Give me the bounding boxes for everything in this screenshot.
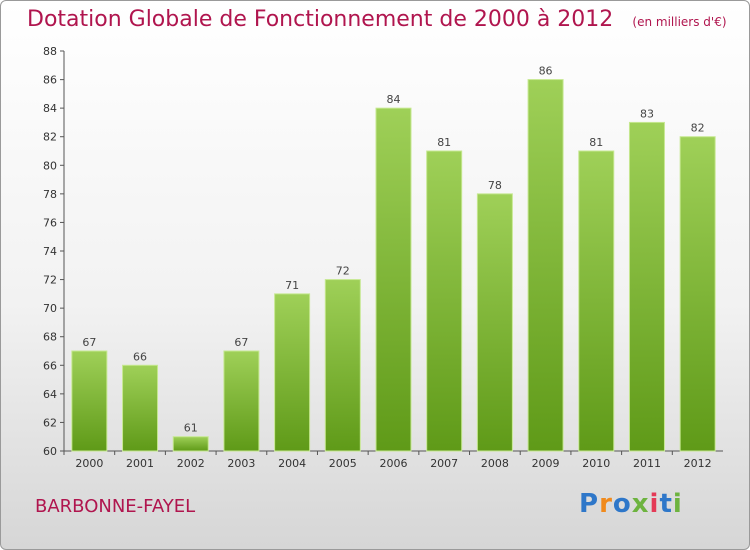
bar [527,79,564,452]
logo-letter: i [649,489,660,519]
x-tick-label: 2003 [227,457,255,470]
y-tick-label: 60 [43,445,57,458]
x-tick-label: 2006 [380,457,408,470]
bar [578,150,615,452]
logo-letter: x [631,489,650,519]
data-label: 86 [539,65,553,78]
y-tick-label: 72 [43,274,57,287]
data-label: 72 [336,265,350,278]
data-label: 61 [184,422,198,435]
logo-letter: P [579,489,600,519]
x-tick-label: 2004 [278,457,306,470]
bar [324,279,361,452]
y-tick-label: 66 [43,359,57,372]
x-tick-label: 2009 [532,457,560,470]
x-tick-label: 2012 [684,457,712,470]
y-tick-label: 84 [43,102,57,115]
bar [71,350,108,452]
bar [122,364,159,452]
data-label: 81 [589,136,603,149]
data-label: 66 [133,350,147,363]
bar [274,293,311,452]
data-label: 67 [82,336,96,349]
commune-name: BARBONNE-FAYEL [35,496,196,517]
x-tick-label: 2008 [481,457,509,470]
y-tick-label: 78 [43,188,57,201]
unit-note: (en milliers d'€) [632,15,727,29]
data-label: 78 [488,179,502,192]
bar [628,121,665,452]
x-tick-label: 2001 [126,457,154,470]
x-tick-label: 2007 [430,457,458,470]
y-tick-label: 76 [43,216,57,229]
y-tick-label: 64 [43,388,57,401]
y-tick-label: 82 [43,131,57,144]
chart-title: Dotation Globale de Fonctionnement de 20… [27,7,614,32]
x-tick-label: 2002 [177,457,205,470]
logo-letter: t [659,489,673,519]
x-tick-label: 2011 [633,457,661,470]
axes: 60 62 64 66 68 70 72 74 76 78 80 82 84 86 88 2000 2001 20… [43,45,723,470]
y-tick-label: 80 [43,159,57,172]
x-tick-label: 2005 [329,457,357,470]
data-label: 67 [234,336,248,349]
data-label: 71 [285,279,299,292]
logo-letter: r [599,489,613,519]
bar [679,136,716,452]
data-labels: 67 66 61 67 71 72 84 81 78 86 81 83 82 [82,65,704,435]
bar [375,107,412,452]
bar [223,350,260,452]
y-tick-label: 74 [43,245,57,258]
bars [71,79,716,452]
y-tick-label: 62 [43,416,57,429]
bar [476,193,513,452]
x-tick-label: 2000 [75,457,103,470]
y-tick-label: 86 [43,74,57,87]
data-label: 82 [691,122,705,135]
data-label: 84 [387,93,401,106]
y-tick-label: 70 [43,302,57,315]
bar [172,436,209,452]
logo-letter: i [672,489,683,519]
data-label: 83 [640,107,654,120]
x-tick-label: 2010 [582,457,610,470]
proxiti-logo: Proxiti [579,489,683,519]
y-tick-label: 68 [43,331,57,344]
y-tick-label: 88 [43,45,57,58]
bar [426,150,463,452]
logo-letter: o [612,489,632,519]
chart-title-block: Dotation Globale de Fonctionnement de 20… [27,7,727,32]
data-label: 81 [437,136,451,149]
